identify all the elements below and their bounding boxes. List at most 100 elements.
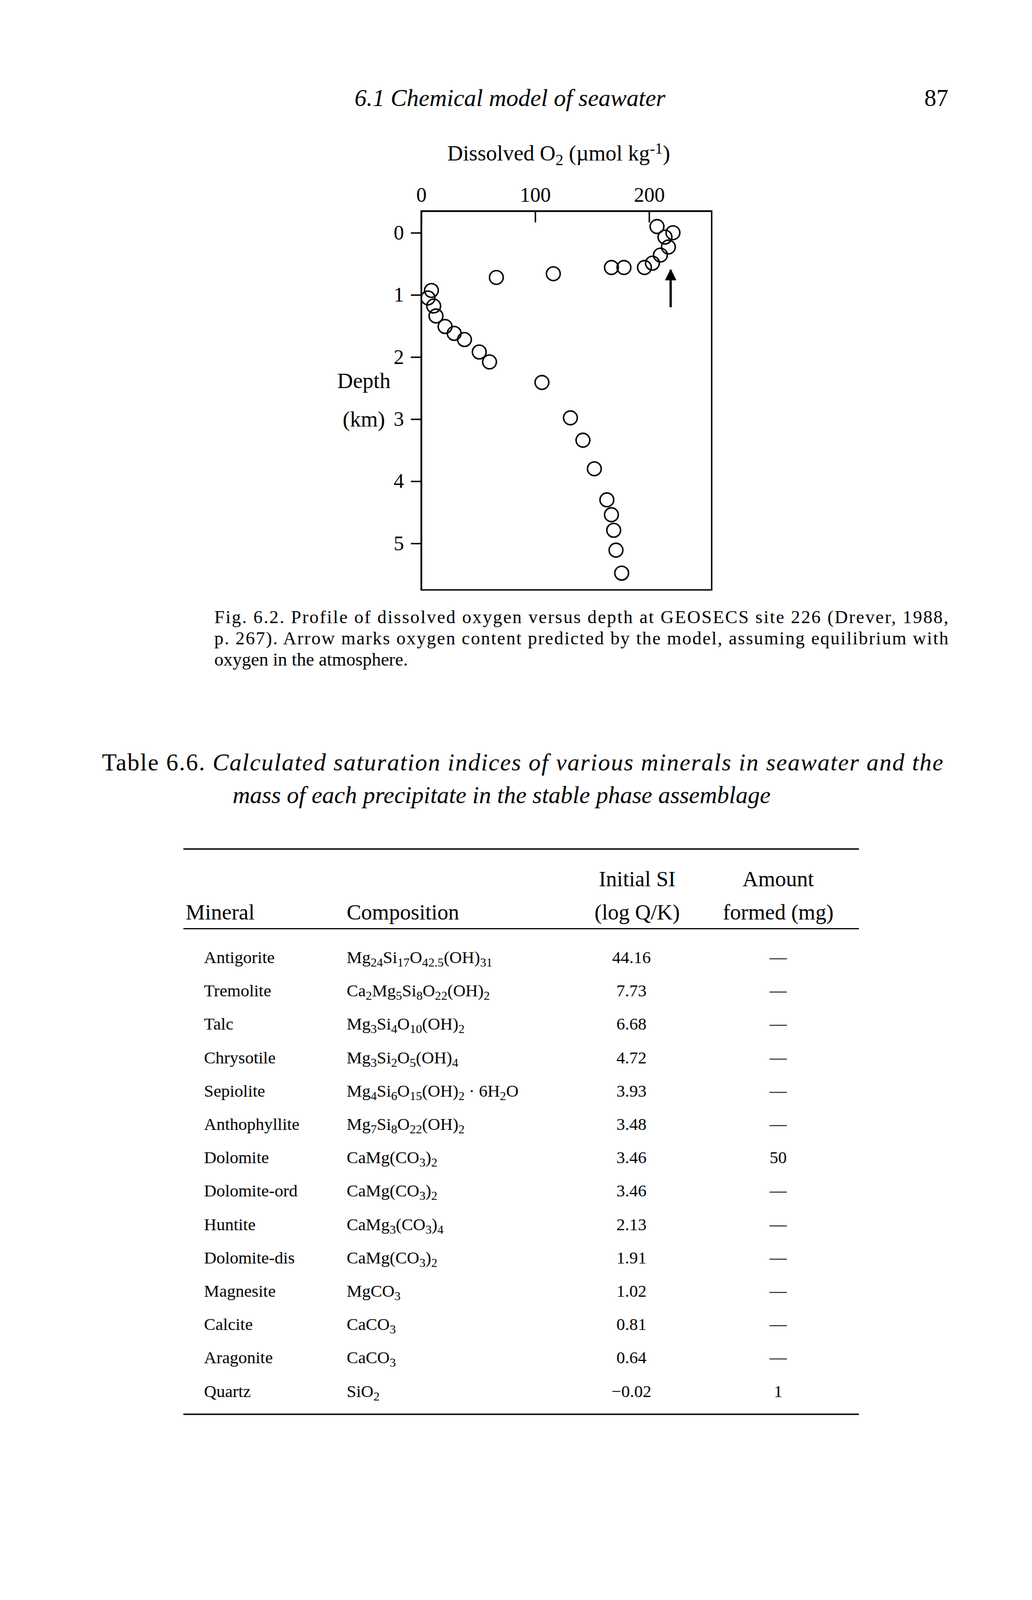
text-run: 2	[499, 1088, 506, 1103]
table-cell: 50	[769, 1147, 787, 1167]
table-cell: —	[768, 947, 788, 967]
text-run: Mg	[346, 1080, 371, 1100]
y-tick-mark	[410, 542, 422, 545]
text-run: 3	[370, 1022, 378, 1037]
x-tick-mark	[534, 210, 537, 223]
table-cell: 1.02	[616, 1280, 647, 1300]
table-row: AragoniteCaCO30.64—	[203, 1347, 788, 1369]
text-run: 8	[391, 1121, 398, 1136]
table-cell: 3.48	[616, 1113, 647, 1133]
table-cell: 6.68	[616, 1013, 647, 1033]
text-run: 2	[458, 1121, 465, 1136]
table-cell: 0.64	[616, 1347, 647, 1367]
x-tick-label: 0	[416, 183, 427, 207]
x-tick-label: 100	[519, 183, 551, 207]
text-run: Si	[376, 1047, 391, 1067]
table-cell: −0.02	[611, 1380, 651, 1400]
text-run: SiO	[346, 1380, 374, 1400]
table-cell: —	[768, 980, 788, 1000]
text-run: (OH)	[422, 1013, 459, 1034]
text-run: -1	[649, 139, 663, 158]
table-cell: —	[768, 1047, 788, 1067]
table-cell: CaCO3	[346, 1347, 396, 1369]
text-run: (OH)	[422, 1113, 459, 1134]
text-run: CaCO	[346, 1347, 390, 1367]
text-run: 3	[419, 1255, 426, 1270]
x-tick: 100	[519, 183, 551, 223]
text-run: 6	[391, 1088, 398, 1103]
data-point	[546, 266, 561, 281]
table-cell: —	[768, 1247, 788, 1267]
text-run: 31	[480, 955, 493, 969]
data-point	[609, 543, 623, 557]
table-cell: Huntite	[203, 1214, 256, 1234]
header-rule	[183, 927, 859, 929]
text-run: (OH)	[422, 1080, 459, 1101]
data-point	[599, 492, 614, 507]
table-title-text: Calculated saturation indices of various…	[212, 748, 944, 776]
caption-line: p. 267). Arrow marks oxygen content pred…	[214, 627, 949, 649]
text-run: 4	[452, 1055, 459, 1070]
y-tick-mark	[410, 418, 422, 421]
data-point	[575, 433, 590, 447]
text-run: 2	[555, 151, 564, 169]
data-point	[653, 248, 668, 262]
text-run: 2	[430, 1155, 438, 1169]
column-header: Initial SI	[598, 866, 676, 891]
y-tick-label: 0	[393, 221, 404, 245]
data-point	[587, 461, 602, 476]
data-point	[604, 507, 619, 522]
text-run: )	[425, 1180, 431, 1200]
text-run: 2	[483, 988, 490, 1003]
text-run: Si	[376, 1080, 391, 1100]
data-point	[482, 354, 497, 369]
text-run: 5	[395, 988, 403, 1003]
data-point	[535, 375, 549, 390]
table-cell: 3.93	[616, 1080, 647, 1100]
caption-line: oxygen in the atmosphere.	[214, 648, 408, 670]
table-cell: —	[768, 1347, 788, 1367]
text-run: (OH)	[447, 980, 484, 1000]
y-tick: 1	[393, 283, 422, 306]
text-run: 15	[409, 1088, 423, 1103]
text-run: · 6H	[464, 1080, 501, 1100]
x-tick-label: 200	[633, 183, 665, 207]
table-cell: CaCO3	[346, 1313, 396, 1336]
text-run: 2	[391, 1055, 398, 1070]
page: 6.1 Chemical model of seawater8701002000…	[0, 0, 1032, 1600]
table-cell: —	[768, 1013, 788, 1033]
text-run: Si	[376, 1113, 391, 1133]
table-cell: Chrysotile	[203, 1047, 276, 1067]
y-tick-label: 5	[393, 531, 404, 555]
text-run: Mg	[346, 1113, 371, 1133]
table-rule	[183, 1413, 859, 1415]
table-cell: 2.13	[616, 1214, 647, 1234]
data-point	[438, 319, 453, 334]
text-run: 8	[416, 988, 423, 1003]
y-tick-mark	[410, 480, 422, 483]
text-run: 3	[389, 1222, 396, 1236]
table-cell: Mg3Si4O10(OH)2	[346, 1013, 465, 1036]
y-tick: 0	[393, 221, 422, 245]
text-run: (CO	[395, 1214, 426, 1234]
table-row: TremoliteCa2Mg5Si8O22(OH)27.73—	[203, 980, 788, 1003]
text-run: CaMg(CO	[346, 1247, 420, 1267]
table-title: Table 6.6. Calculated saturation indices…	[101, 748, 944, 808]
text-run: O	[505, 1080, 519, 1100]
table-row: DolomiteCaMg(CO3)23.4650	[203, 1147, 787, 1169]
text-run: 42.5	[422, 955, 445, 969]
text-run: Dissolved O	[447, 140, 556, 166]
table-cell: CaMg(CO3)2	[346, 1247, 438, 1270]
text-run: 2	[430, 1189, 438, 1203]
table-cell: Mg3Si2O5(OH)4	[346, 1047, 459, 1070]
table-cell: Sepiolite	[203, 1080, 266, 1100]
y-tick-label: 2	[393, 345, 404, 369]
text-run: 3	[394, 1288, 401, 1303]
data-point	[661, 240, 676, 254]
table-row: Dolomite-ordCaMg(CO3)23.46—	[203, 1180, 788, 1203]
table-cell: SiO2	[346, 1380, 380, 1403]
text-run: 3	[419, 1155, 426, 1169]
y-tick-mark	[410, 356, 422, 359]
table-cell: 7.73	[616, 980, 647, 1000]
text-run: CaMg	[346, 1214, 390, 1234]
